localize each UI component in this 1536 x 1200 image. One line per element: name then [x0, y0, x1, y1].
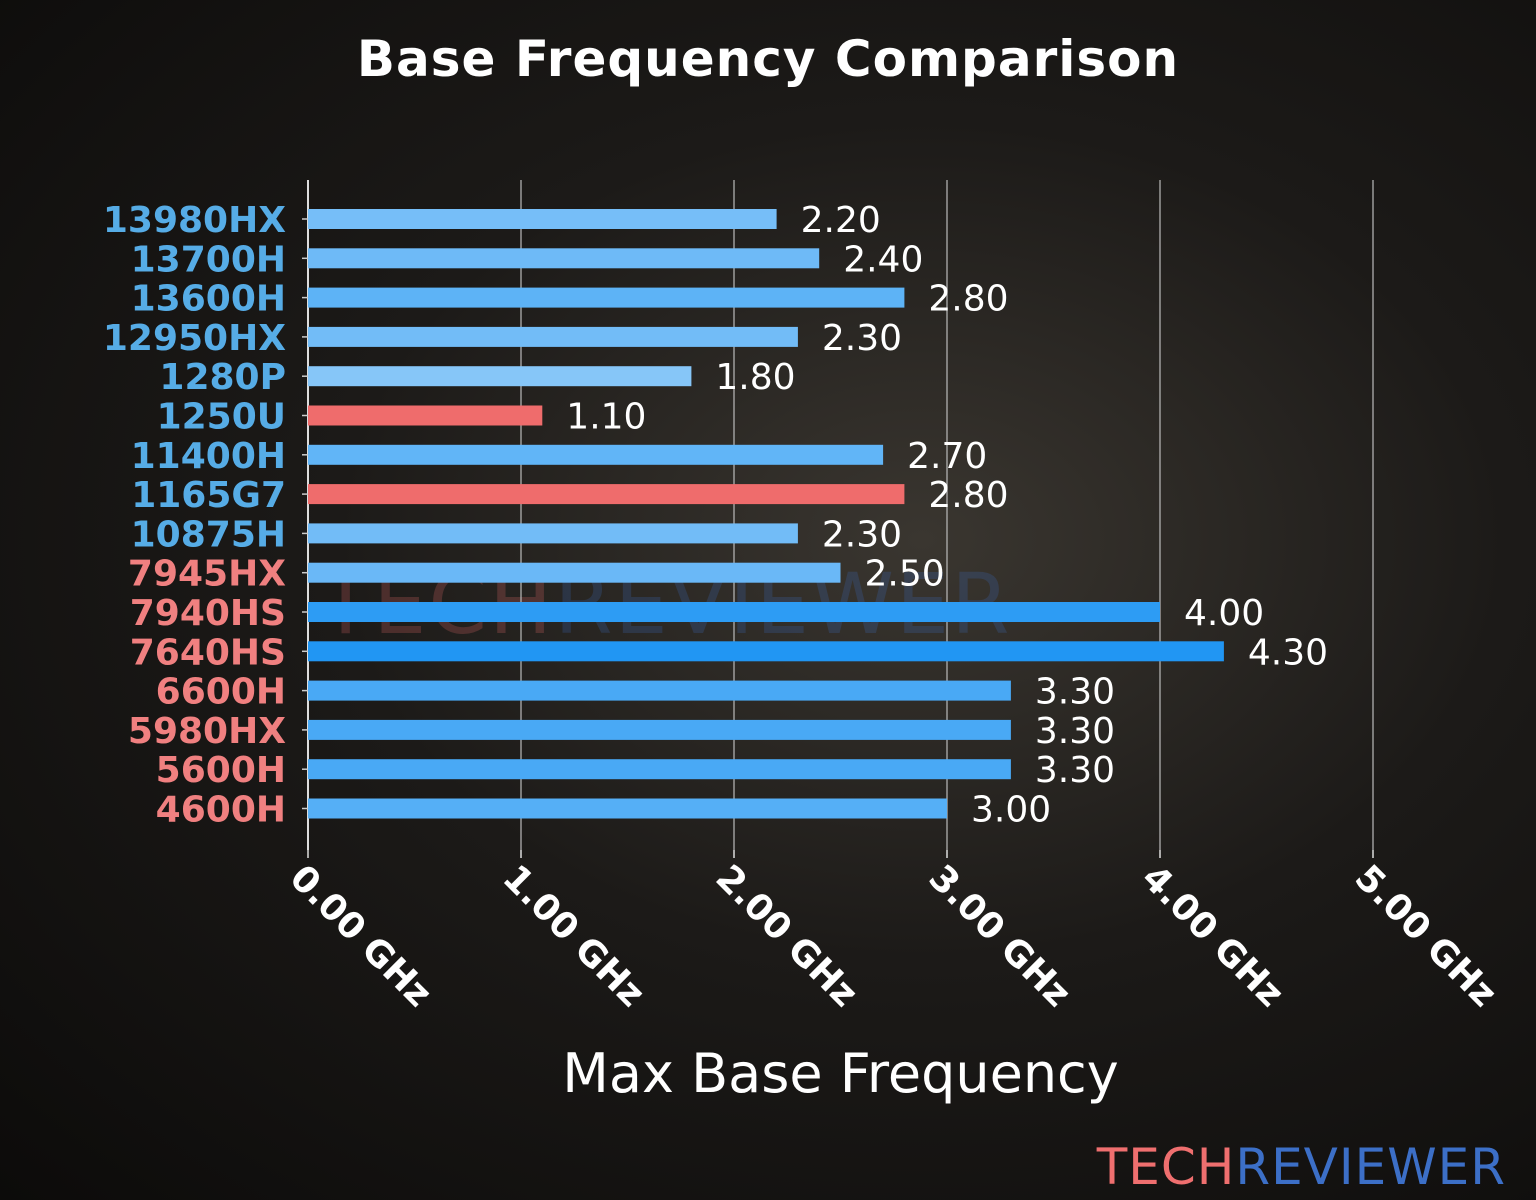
- y-tick-label: 10875H: [131, 514, 286, 555]
- data-label: 3.30: [1035, 750, 1115, 791]
- bar-13700H: [308, 248, 820, 269]
- data-label: 2.30: [822, 318, 902, 359]
- y-tick-label: 12950HX: [103, 318, 286, 359]
- x-tick-label: 1.00 GHz: [495, 857, 653, 1015]
- y-tick-label: 13980HX: [103, 200, 286, 241]
- chart-title: Base Frequency Comparison: [356, 30, 1180, 88]
- data-label: 1.80: [715, 357, 795, 398]
- y-tick-label: 6600H: [156, 672, 286, 713]
- data-label: 2.80: [928, 475, 1008, 516]
- data-label: 2.30: [822, 514, 902, 555]
- y-tick-label: 1250U: [157, 397, 286, 438]
- y-tick-label: 7640HS: [130, 632, 286, 673]
- y-tick-label: 1280P: [159, 357, 286, 398]
- y-tick-label: 13600H: [131, 279, 286, 320]
- bar-5980HX: [308, 719, 1011, 740]
- y-tick-label: 13700H: [131, 239, 286, 280]
- data-label: 3.00: [971, 790, 1051, 831]
- data-label: 3.30: [1035, 672, 1115, 713]
- bar-13980HX: [308, 209, 777, 229]
- bar-5600H: [308, 759, 1011, 780]
- x-tick-label: 4.00 GHz: [1134, 857, 1292, 1015]
- bar-6600H: [308, 680, 1011, 701]
- y-tick-label: 1165G7: [131, 475, 286, 516]
- data-label: 2.20: [801, 200, 881, 241]
- x-axis-label: Max Base Frequency: [562, 1042, 1119, 1105]
- data-label: 4.00: [1184, 593, 1264, 634]
- y-tick-label: 7945HX: [128, 554, 286, 595]
- bar-7640HS: [308, 641, 1224, 662]
- bar-7940HS: [308, 602, 1160, 622]
- bar-7945HX: [308, 562, 841, 583]
- y-tick-label: 5980HX: [128, 711, 286, 752]
- x-tick-label: 5.00 GHz: [1347, 857, 1505, 1015]
- data-label: 1.10: [566, 397, 646, 438]
- bar-12950HX: [308, 326, 798, 347]
- bar-13600H: [308, 287, 905, 308]
- bar-1280P: [308, 366, 692, 387]
- x-tick-label: 0.00 GHz: [282, 857, 440, 1015]
- x-tick-label: 3.00 GHz: [921, 857, 1079, 1015]
- data-label: 2.80: [928, 279, 1008, 320]
- data-label: 4.30: [1248, 632, 1328, 673]
- data-label: 2.40: [843, 239, 923, 280]
- y-tick-label: 7940HS: [130, 593, 286, 634]
- data-label: 2.50: [865, 554, 945, 595]
- x-tick-label: 2.00 GHz: [708, 857, 866, 1015]
- techreviewer-logo: TECHREVIEWER: [1096, 1138, 1506, 1196]
- data-label: 2.70: [907, 436, 987, 477]
- bar-10875H: [308, 523, 798, 544]
- data-label: 3.30: [1035, 711, 1115, 752]
- bar-1250U: [308, 405, 543, 426]
- bar-4600H: [308, 798, 947, 819]
- bar-11400H: [308, 444, 884, 465]
- bar-1165G7: [308, 484, 905, 505]
- y-tick-label: 5600H: [156, 750, 286, 791]
- y-tick-label: 11400H: [131, 436, 286, 477]
- y-tick-label: 4600H: [156, 790, 286, 831]
